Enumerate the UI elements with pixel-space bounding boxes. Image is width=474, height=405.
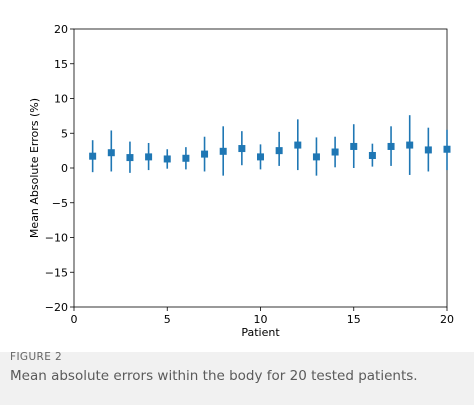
data-point [312,153,320,161]
x-tick-label: 20 [440,313,454,326]
data-point [201,150,209,158]
figure-caption: Mean absolute errors within the body for… [10,368,418,384]
tick-labels: 0 5 10 15 20 −20 −15 −10 −5 0 5 10 15 20 [45,23,454,326]
y-tick-label: −20 [45,301,68,314]
data-point [257,153,264,161]
x-tick-label: 10 [254,313,268,326]
data-point [294,141,302,149]
y-axis-label: Mean Absolute Errors (%) [28,98,41,238]
data-point [350,142,358,150]
data-point [331,148,339,156]
x-tick-label: 0 [71,313,78,326]
data-markers [89,141,451,163]
x-axis-label: Patient [241,326,280,339]
y-tick-label: 5 [61,127,68,140]
x-tick-label: 15 [347,313,361,326]
data-point [424,146,432,154]
data-point [126,154,134,162]
data-point [387,142,395,150]
y-tick-label: −15 [45,266,68,279]
x-tick-label: 5 [164,313,171,326]
y-tick-label: 0 [61,162,68,175]
y-tick-label: −10 [45,232,68,245]
data-point [368,151,376,159]
chart-panel: 0 5 10 15 20 −20 −15 −10 −5 0 5 10 15 20 Patient Mean… [0,0,474,352]
error-bar-chart: 0 5 10 15 20 −20 −15 −10 −5 0 5 10 15 20 Patient Mean… [28,23,454,339]
data-point [145,153,153,161]
y-tick-label: 15 [54,58,68,71]
data-point [406,141,414,149]
data-point [219,147,227,155]
tick-marks [70,28,448,311]
data-point [107,149,115,157]
data-point [275,147,283,155]
y-tick-label: −5 [52,197,68,210]
y-tick-label: 10 [54,93,68,106]
figure-label: FIGURE 2 [10,351,63,363]
data-point [238,145,246,153]
data-point [163,155,171,163]
data-point [443,145,451,153]
data-point [89,152,97,160]
data-point [182,154,190,162]
y-tick-label: 20 [54,23,68,36]
